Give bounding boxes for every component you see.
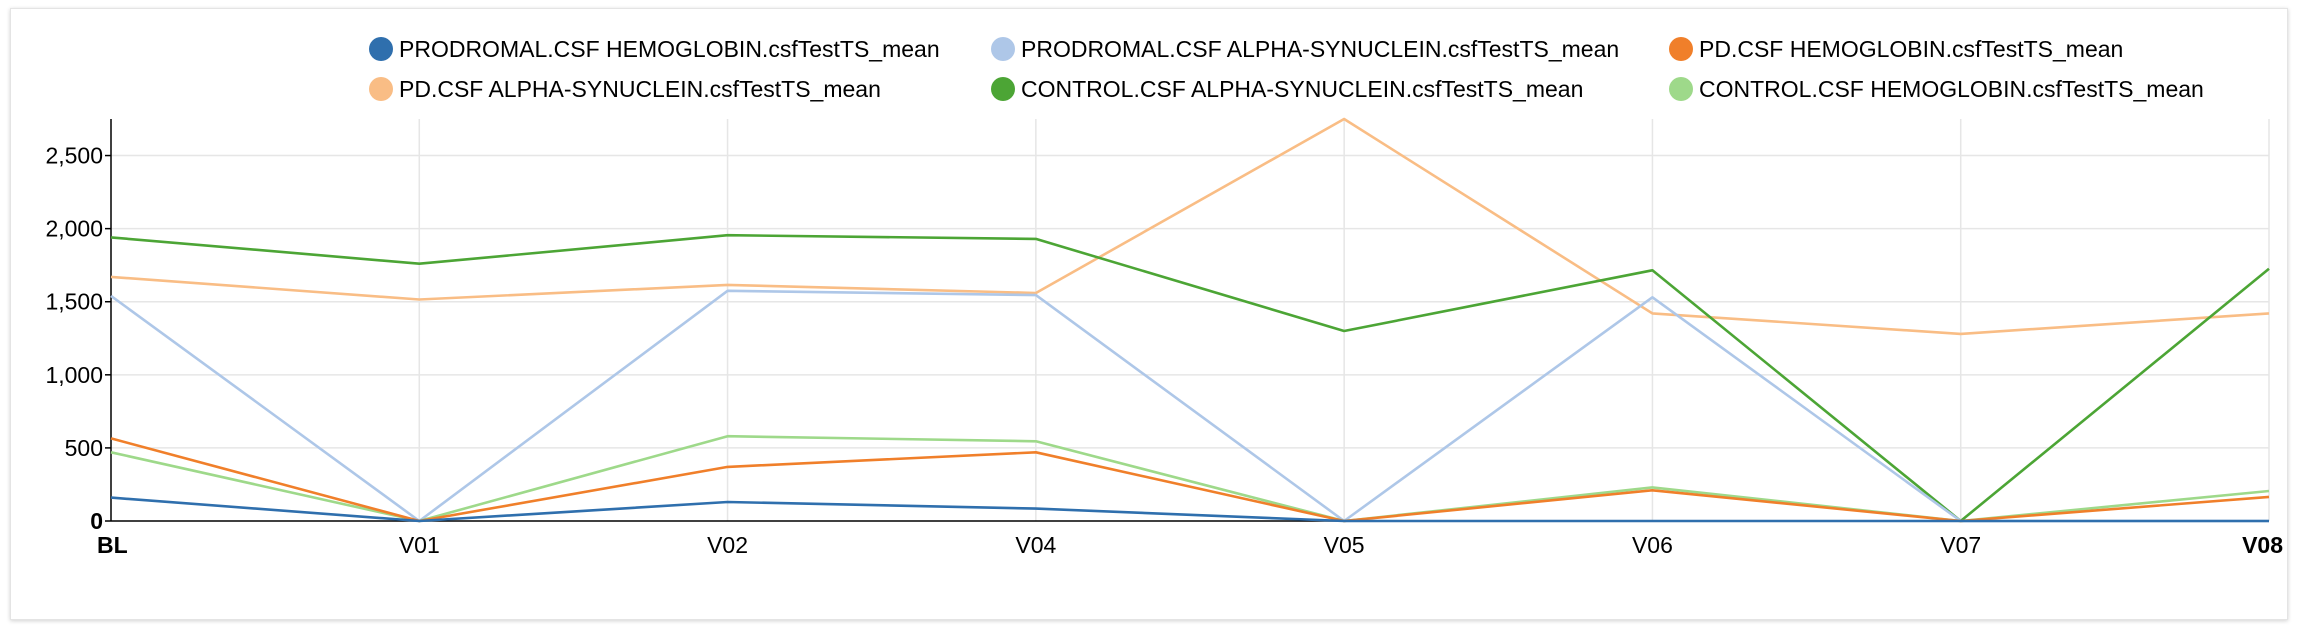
y-tick-label: 500 bbox=[65, 435, 103, 461]
y-tick-label: 1,500 bbox=[45, 289, 103, 315]
legend-item[interactable]: PRODROMAL.CSF ALPHA-SYNUCLEIN.csfTestTS_… bbox=[991, 36, 1619, 62]
series-line bbox=[110, 233, 2270, 523]
series-line bbox=[110, 289, 2269, 523]
legend-label: PD.CSF ALPHA-SYNUCLEIN.csfTestTS_mean bbox=[399, 76, 881, 102]
series-line bbox=[110, 117, 2270, 336]
x-tick-label: V02 bbox=[707, 532, 748, 558]
legend-label: PD.CSF HEMOGLOBIN.csfTestTS_mean bbox=[1699, 36, 2123, 62]
legend-item[interactable]: CONTROL.CSF HEMOGLOBIN.csfTestTS_mean bbox=[1669, 76, 2204, 102]
legend-item[interactable]: PD.CSF HEMOGLOBIN.csfTestTS_mean bbox=[1669, 36, 2123, 62]
legend-label: PRODROMAL.CSF HEMOGLOBIN.csfTestTS_mean bbox=[399, 36, 940, 62]
x-tick-label: V07 bbox=[1940, 532, 1981, 558]
axes bbox=[110, 119, 2269, 522]
series-line bbox=[110, 437, 2270, 523]
x-axis-ticks: BL V01 V02 V04 V05 V06 V07 V08 bbox=[97, 532, 2283, 558]
legend-label: CONTROL.CSF HEMOGLOBIN.csfTestTS_mean bbox=[1699, 76, 2204, 102]
x-tick-label: V05 bbox=[1324, 532, 1365, 558]
y-tick-label: 2,500 bbox=[45, 143, 103, 169]
chart-card: PRODROMAL.CSF HEMOGLOBIN.csfTestTS_mean P… bbox=[10, 8, 2288, 620]
x-tick-label: BL bbox=[97, 532, 128, 558]
legend-item[interactable]: PD.CSF ALPHA-SYNUCLEIN.csfTestTS_mean bbox=[369, 76, 881, 102]
y-tick-label: 1,000 bbox=[45, 362, 103, 388]
x-tick-label: V08 bbox=[2242, 532, 2283, 558]
legend-swatch bbox=[1669, 37, 1693, 61]
y-tick-label: 2,000 bbox=[45, 216, 103, 242]
gridlines bbox=[111, 119, 2270, 521]
legend-swatch bbox=[369, 37, 393, 61]
y-tick-label: 0 bbox=[90, 508, 103, 534]
x-tick-label: V01 bbox=[399, 532, 440, 558]
legend: PRODROMAL.CSF HEMOGLOBIN.csfTestTS_mean P… bbox=[369, 36, 2204, 102]
line-chart: PRODROMAL.CSF HEMOGLOBIN.csfTestTS_mean P… bbox=[45, 36, 2283, 558]
legend-swatch bbox=[1669, 77, 1693, 101]
x-tick-label: V04 bbox=[1015, 532, 1056, 558]
legend-item[interactable]: CONTROL.CSF ALPHA-SYNUCLEIN.csfTestTS_me… bbox=[991, 76, 1583, 102]
y-axis-ticks: 0 500 1,000 1,500 2,000 2,500 bbox=[45, 143, 111, 534]
x-tick-label: V06 bbox=[1632, 532, 1673, 558]
series-lines bbox=[110, 117, 2270, 523]
legend-swatch bbox=[369, 77, 393, 101]
legend-item[interactable]: PRODROMAL.CSF HEMOGLOBIN.csfTestTS_mean bbox=[369, 36, 940, 62]
legend-label: PRODROMAL.CSF ALPHA-SYNUCLEIN.csfTestTS_… bbox=[1021, 36, 1619, 62]
legend-swatch bbox=[991, 37, 1015, 61]
legend-label: CONTROL.CSF ALPHA-SYNUCLEIN.csfTestTS_me… bbox=[1021, 76, 1583, 102]
series-line bbox=[110, 496, 2269, 523]
legend-swatch bbox=[991, 77, 1015, 101]
